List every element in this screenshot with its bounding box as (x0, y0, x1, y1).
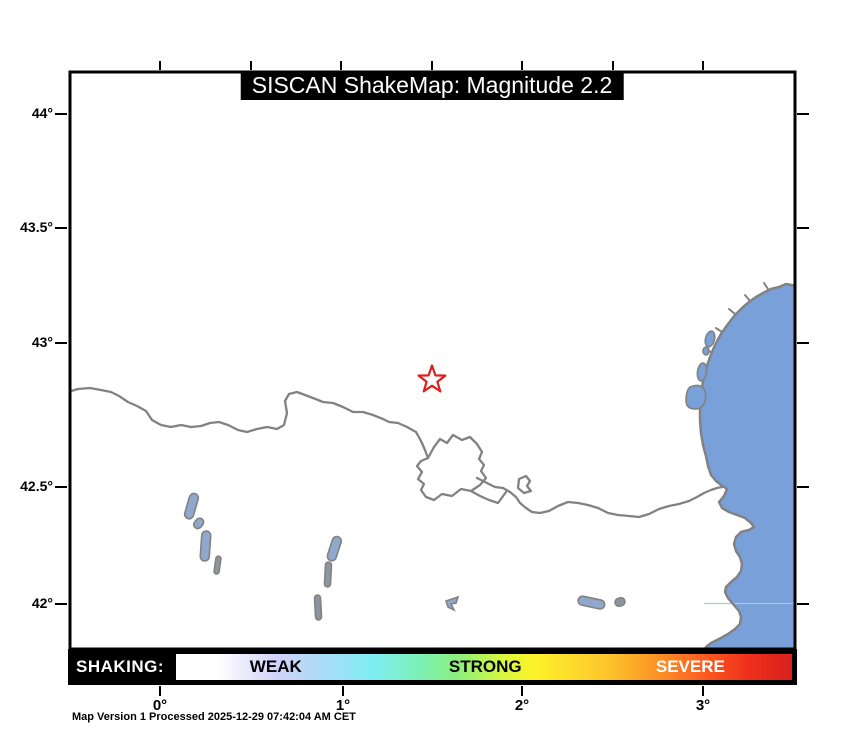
andorra-border (415, 433, 488, 502)
level-severe: SEVERE (655, 657, 725, 676)
x-axis-top-tick (521, 61, 523, 70)
y-axis-tick (55, 227, 67, 229)
mediterranean-sea (700, 284, 794, 648)
coastline (698, 282, 794, 648)
x-axis-top-tick (340, 61, 342, 70)
y-axis-tick (55, 342, 67, 344)
x-axis-top-tick (431, 61, 433, 70)
x-axis-label-3: 3° (695, 697, 711, 714)
coastal-lagoons (685, 330, 716, 410)
y-axis-tick (55, 113, 67, 115)
intensity-gradient: WEAK STRONG SEVERE (174, 652, 794, 682)
x-axis-label-0: 0° (152, 697, 168, 714)
level-strong: STRONG (448, 657, 522, 676)
x-axis-label-1: 1° (335, 697, 351, 714)
y-axis-right-tick (797, 342, 809, 344)
y-axis-tick (55, 603, 67, 605)
y-axis-label-42-5: 42.5° (20, 478, 53, 494)
map-canvas (68, 70, 797, 651)
y-axis-label-42: 42° (31, 595, 53, 611)
x-axis-bottom-tick (521, 686, 523, 696)
llivia-border (516, 474, 533, 495)
x-axis-top-tick (250, 61, 252, 70)
y-axis-label-43-5: 43.5° (20, 219, 53, 235)
map-title: SISCAN ShakeMap: Magnitude 2.2 (240, 71, 624, 100)
y-axis-right-tick (797, 113, 809, 115)
country-border-west (71, 386, 430, 460)
y-axis-right-tick (797, 486, 809, 488)
y-axis-tick (55, 486, 67, 488)
x-axis-top-tick (159, 61, 161, 70)
level-weak: WEAK (249, 657, 302, 676)
x-axis-top-tick (702, 61, 704, 70)
x-axis-bottom-tick (342, 686, 344, 696)
x-axis-bottom-tick (159, 686, 161, 696)
x-axis-top-tick (612, 61, 614, 70)
country-border-east (469, 476, 724, 519)
x-axis-label-2: 2° (514, 697, 530, 714)
epicenter-star-icon (417, 364, 447, 393)
shaking-label: SHAKING: (76, 657, 165, 676)
shaking-colorbar: SHAKING: WEAK STRONG SEVERE (68, 649, 797, 685)
map-version-note: Map Version 1 Processed 2025-12-29 07:42… (72, 711, 356, 723)
lakes (183, 492, 626, 621)
y-axis-label-44: 44° (31, 105, 53, 121)
x-axis-bottom-tick (702, 686, 704, 696)
y-axis-label-43: 43° (31, 334, 53, 350)
y-axis-right-tick (797, 603, 809, 605)
y-axis-right-tick (797, 227, 809, 229)
land-background (68, 70, 797, 651)
